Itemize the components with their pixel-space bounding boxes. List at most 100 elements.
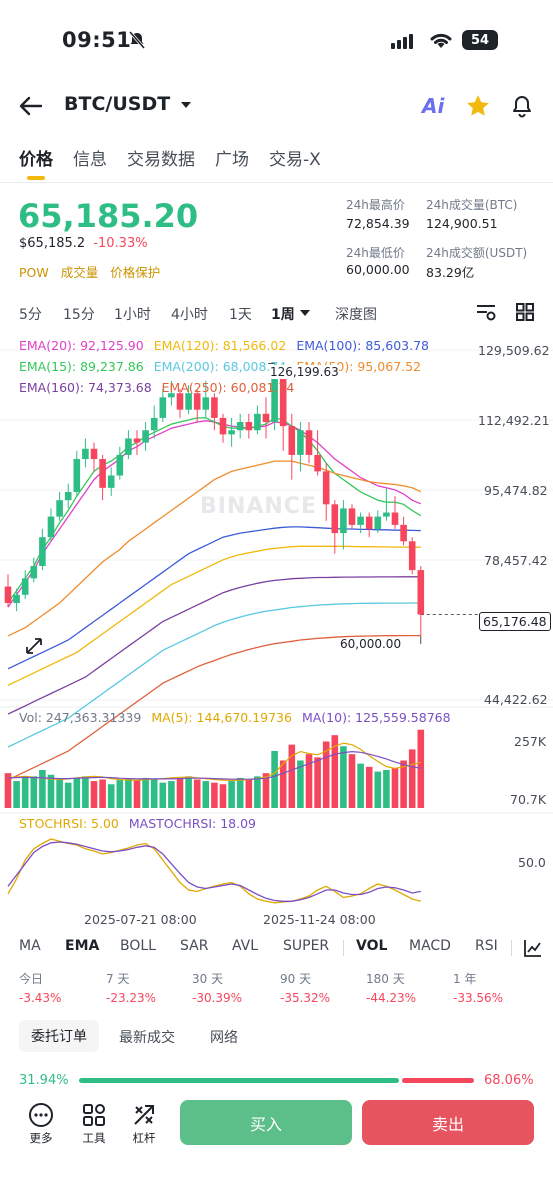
vol-axis-bottom: 70.7K xyxy=(510,792,547,807)
sell-button[interactable]: 卖出 xyxy=(362,1100,534,1145)
tab-latest-trades[interactable]: 最新成交 xyxy=(119,1030,175,1046)
price-chart[interactable] xyxy=(0,330,553,930)
volume-bar xyxy=(417,729,425,808)
perf-value: -44.23% xyxy=(366,991,417,1005)
tab-info[interactable]: 信息 xyxy=(73,150,107,170)
volume-bar xyxy=(142,777,149,808)
volume-bar xyxy=(47,774,55,808)
volume-bar xyxy=(202,781,210,808)
indicator-sar[interactable]: SAR xyxy=(180,938,209,954)
candle-body xyxy=(236,422,244,431)
indicator-ema[interactable]: EMA xyxy=(65,938,100,954)
more-button[interactable]: 更多 xyxy=(28,1102,54,1146)
buy-ratio: 31.94% xyxy=(19,1073,69,1088)
volume-bar xyxy=(107,784,115,808)
candle-body xyxy=(348,508,356,525)
candle-body xyxy=(13,594,20,604)
chevron-down-icon[interactable] xyxy=(180,100,192,110)
indicator-divider xyxy=(343,940,344,956)
interval-5m[interactable]: 5分 xyxy=(19,307,42,323)
tab-orders[interactable]: 委托订单 xyxy=(19,1020,99,1052)
tools-button[interactable]: 工具 xyxy=(81,1102,107,1146)
sell-ratio: 68.06% xyxy=(484,1073,534,1088)
tab-trade-x[interactable]: 交易-X xyxy=(269,150,321,170)
interval-depth[interactable]: 深度图 xyxy=(335,307,377,323)
indicator-divider xyxy=(511,940,512,956)
vol-usdt-label: 24h成交额(USDT) xyxy=(426,246,528,260)
legend-vol-ma10: MA(10): 125,559.58768 xyxy=(301,710,451,725)
current-price-tag: 65,176.48 xyxy=(479,612,551,631)
high-annotation: 126,199.63 xyxy=(270,365,339,379)
indicator-rsi[interactable]: RSI xyxy=(475,938,498,954)
volume-bar xyxy=(219,784,227,808)
usd-price: $65,185.2 xyxy=(19,236,86,251)
stoch-axis-mid: 50.0 xyxy=(518,855,546,870)
tab-network[interactable]: 网络 xyxy=(210,1030,238,1046)
expand-icon[interactable] xyxy=(24,636,44,656)
ema-line-ema250 xyxy=(7,634,421,781)
perf-label: 180 天 xyxy=(366,972,405,986)
candle-body xyxy=(39,537,46,566)
volume-bar xyxy=(125,778,132,808)
candle-body xyxy=(133,438,141,443)
tools-icon xyxy=(83,1104,105,1126)
chart-settings-icon[interactable] xyxy=(475,302,497,322)
indicator-macd[interactable]: MACD xyxy=(409,938,451,954)
legend-ema100: EMA(100): 85,603.78 xyxy=(296,338,429,353)
candle-body xyxy=(107,475,115,488)
candle-body xyxy=(21,578,29,595)
perf-label: 90 天 xyxy=(280,972,312,986)
indicator-ma[interactable]: MA xyxy=(19,938,41,954)
stochrsi-line xyxy=(7,838,421,904)
interval-1h[interactable]: 1小时 xyxy=(114,307,151,323)
tab-trading-data[interactable]: 交易数据 xyxy=(127,150,195,170)
candle-body xyxy=(176,393,184,410)
volume-legend: Vol: 247,363.31339 MA(5): 144,670.19736 … xyxy=(19,710,451,725)
buy-button[interactable]: 买入 xyxy=(180,1100,352,1145)
ai-icon[interactable]: Ai xyxy=(422,94,445,118)
candle-body xyxy=(228,430,235,435)
tag-price-protection[interactable]: 价格保护 xyxy=(110,265,161,280)
indicator-boll[interactable]: BOLL xyxy=(120,938,156,954)
volume-bar xyxy=(82,776,89,808)
interval-15m[interactable]: 15分 xyxy=(63,307,95,323)
volume-bar xyxy=(176,777,184,808)
interval-1d[interactable]: 1天 xyxy=(229,307,252,323)
legend-ema20: EMA(20): 92,125.90 xyxy=(19,338,144,353)
top-tabs: 价格 信息 交易数据 广场 交易-X xyxy=(19,145,321,170)
volume-bar xyxy=(39,770,46,808)
volume-bar xyxy=(159,782,167,808)
legend-ema200: EMA(200): 68,008.74 xyxy=(153,359,287,374)
ema-line-ema200 xyxy=(7,602,421,748)
tag-pow[interactable]: POW xyxy=(19,265,49,280)
volume-bar xyxy=(245,779,253,808)
volume-bar xyxy=(64,782,72,808)
tab-price[interactable]: 价格 xyxy=(19,150,53,170)
performance-row: 今日 -3.43% 7 天 -23.23% 30 天 -30.39% 90 天 -35.… xyxy=(0,968,553,1008)
ema-line-ema160 xyxy=(7,576,421,715)
pair-title[interactable]: BTC/USDT xyxy=(64,93,171,115)
interval-4h[interactable]: 4小时 xyxy=(171,307,208,323)
bell-icon[interactable] xyxy=(510,94,534,118)
indicator-vol[interactable]: VOL xyxy=(356,938,388,954)
interval-1w[interactable]: 1周 xyxy=(271,307,295,323)
price-change: -10.33% xyxy=(93,236,148,251)
leverage-button[interactable]: 杠杆 xyxy=(131,1102,157,1146)
candle-body xyxy=(365,516,373,529)
last-price: 65,185.20 xyxy=(18,197,199,235)
tag-volume[interactable]: 成交量 xyxy=(60,265,99,280)
back-arrow-icon[interactable] xyxy=(19,95,43,117)
candle-body xyxy=(99,459,106,488)
indicator-avl[interactable]: AVL xyxy=(232,938,259,954)
ratio-bar-sell xyxy=(402,1078,474,1083)
indicator-super[interactable]: SUPER xyxy=(283,938,330,954)
volume-bar xyxy=(297,760,304,808)
grid-layout-icon[interactable] xyxy=(515,302,535,322)
star-icon[interactable] xyxy=(465,93,491,119)
candle-body xyxy=(262,413,270,423)
indicator-tabs: MA EMA BOLL SAR AVL SUPER VOL MACD RSI xyxy=(0,938,553,960)
indicator-settings-icon[interactable] xyxy=(523,938,543,958)
interval-chevron-icon[interactable] xyxy=(300,309,310,317)
tab-square[interactable]: 广场 xyxy=(215,150,249,170)
